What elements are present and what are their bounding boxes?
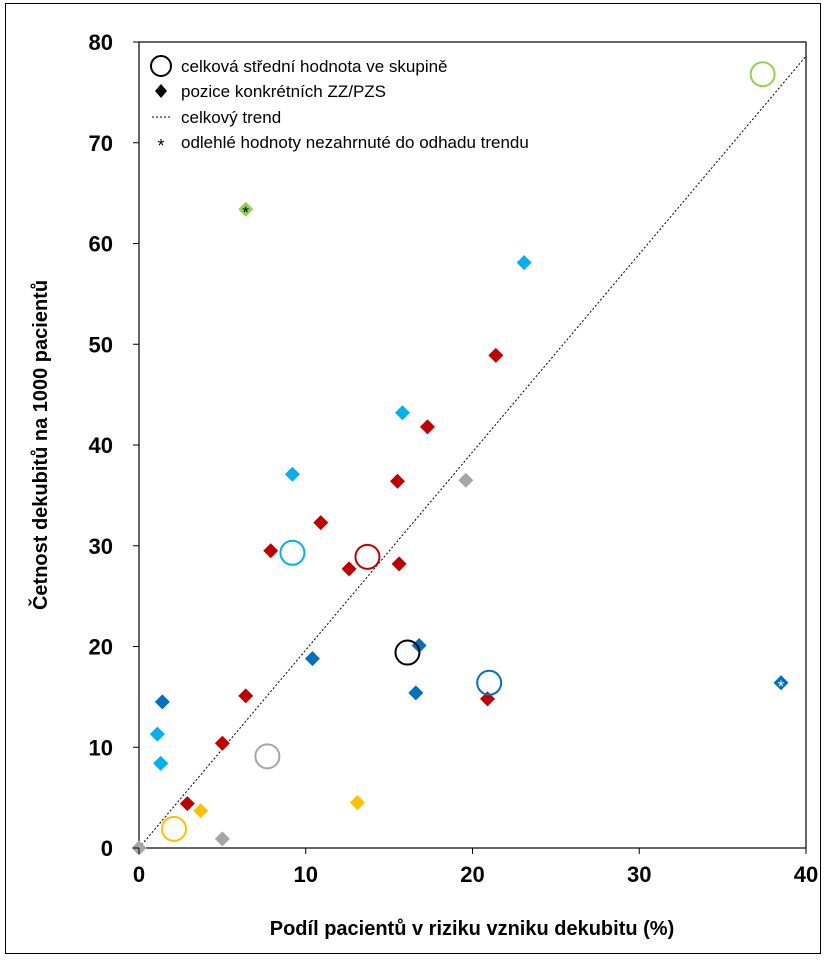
- data-point-diamond: [238, 688, 254, 704]
- x-axis-label: Podíl pacientů v riziku vzniku dekubitu …: [270, 918, 675, 940]
- legend-label-outlier: odlehlé hodnoty nezahrnuté do odhadu tre…: [181, 133, 529, 152]
- legend-circle-symbol: [150, 55, 172, 77]
- group-mean-circle: [749, 61, 776, 88]
- group-mean-circle: [254, 743, 281, 770]
- data-point-diamond: [389, 473, 405, 489]
- data-point-diamond: [153, 755, 169, 771]
- group-mean-circle: [476, 669, 503, 696]
- plot-area: [138, 41, 807, 849]
- data-point-diamond: [391, 556, 407, 572]
- trend-layer: [138, 55, 807, 849]
- y-tick-label: 20: [89, 635, 113, 660]
- trend-line: [138, 55, 807, 849]
- x-tick-label: 10: [294, 862, 318, 887]
- legend-diamond-symbol: [155, 84, 167, 98]
- y-tick-label: 70: [89, 131, 113, 156]
- data-point-diamond: [304, 651, 320, 667]
- group-mean-circle: [279, 539, 306, 566]
- legend-label-points: pozice konkrétních ZZ/PZS: [181, 82, 386, 101]
- outlier-asterisk: *: [242, 203, 249, 222]
- data-point-diamond: [419, 419, 435, 435]
- data-point-diamond: [154, 694, 170, 710]
- data-point-diamond: [349, 795, 365, 811]
- legend-label-trend: celkový trend: [181, 108, 281, 127]
- y-tick-label: 50: [89, 332, 113, 357]
- data-point-diamond: [214, 831, 230, 847]
- data-point-diamond: [516, 255, 532, 271]
- y-axis-label: Četnost dekubitů na 1000 pacientů: [28, 280, 52, 610]
- data-point-diamond: [179, 796, 195, 812]
- data-point-diamond: [193, 803, 209, 819]
- marks-layer: **: [131, 61, 789, 856]
- data-point-diamond: [411, 637, 427, 653]
- data-point-diamond: [284, 466, 300, 482]
- data-point-diamond: [263, 543, 279, 559]
- data-point-diamond: [408, 685, 424, 701]
- y-axis: 0 10 20 30 40 50 60 70 80: [89, 30, 139, 861]
- x-tick-label: 40: [794, 862, 818, 887]
- data-point-diamond: [341, 561, 357, 577]
- group-mean-circle: [394, 639, 421, 666]
- data-point-diamond: [238, 201, 254, 217]
- y-tick-label: 10: [89, 735, 113, 760]
- data-point-diamond: [488, 347, 504, 363]
- x-tick-label: 0: [133, 862, 145, 887]
- data-point-diamond: [458, 472, 474, 488]
- x-tick-label: 20: [460, 862, 484, 887]
- outlier-asterisk: *: [778, 677, 785, 696]
- group-mean-circle: [354, 543, 381, 570]
- y-tick-label: 30: [89, 534, 113, 559]
- y-tick-label: 80: [89, 30, 113, 55]
- y-tick-label: 60: [89, 232, 113, 257]
- data-point-diamond: [394, 405, 410, 421]
- x-tick-label: 30: [627, 862, 651, 887]
- data-point-diamond: [773, 675, 789, 691]
- data-point-diamond: [214, 735, 230, 751]
- y-tick-label: 40: [89, 433, 113, 458]
- y-tick-label: 0: [101, 836, 113, 861]
- x-axis: 0 10 20 30 40: [133, 848, 818, 887]
- legend: celková střední hodnota ve skupině pozic…: [150, 55, 529, 156]
- data-point-diamond: [149, 726, 165, 742]
- legend-asterisk-symbol: *: [157, 136, 164, 156]
- legend-label-mean: celková střední hodnota ve skupině: [181, 57, 448, 76]
- data-point-diamond: [313, 515, 329, 531]
- group-mean-circle: [161, 815, 188, 842]
